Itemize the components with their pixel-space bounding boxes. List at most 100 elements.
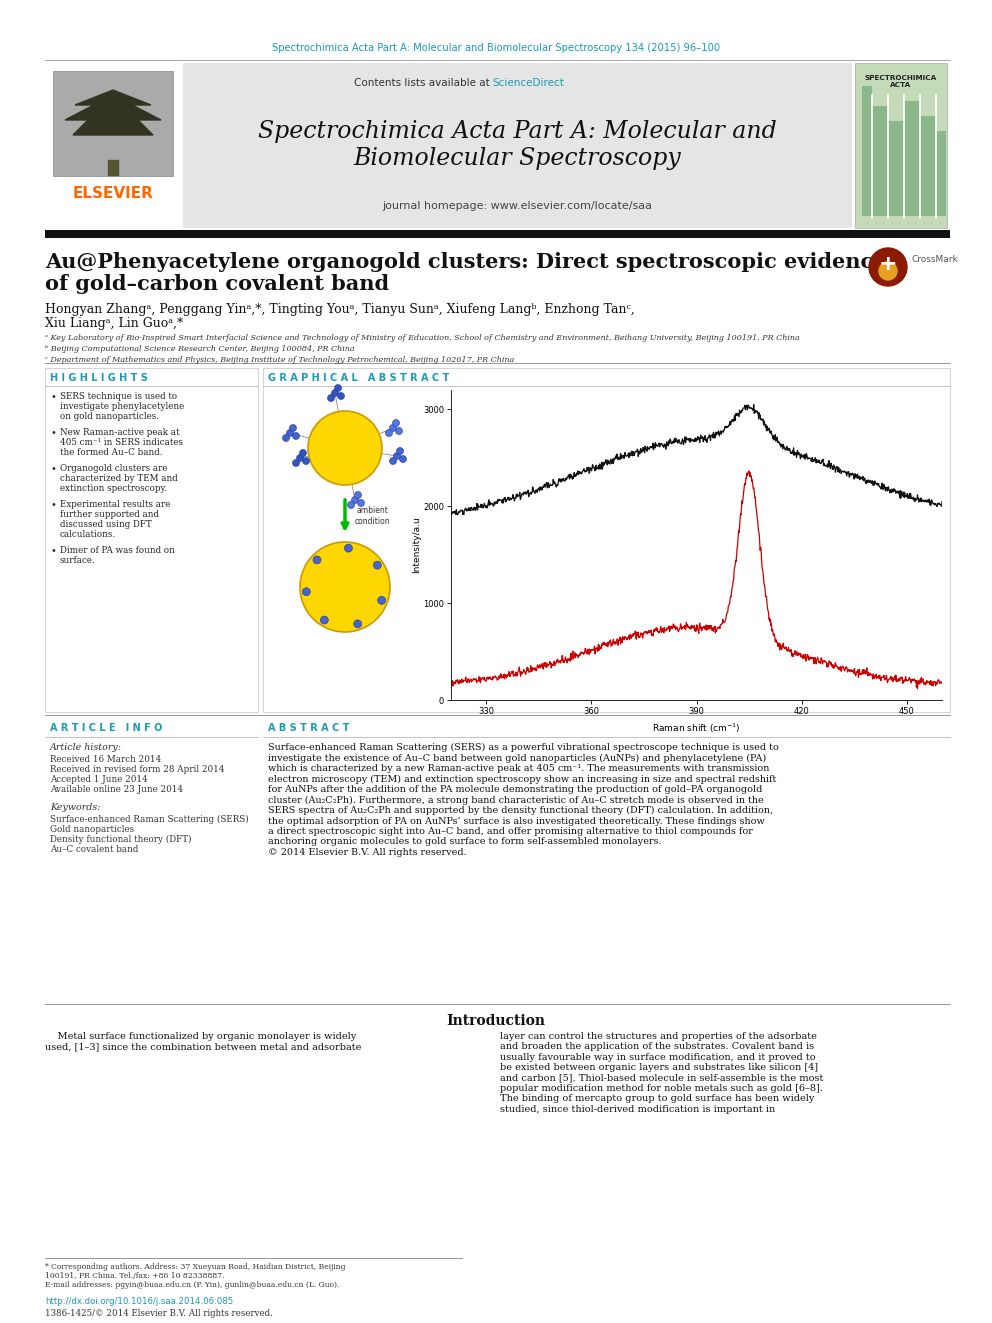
Bar (53, 71, 173, 176)
Text: Hongyan Zhangᵃ, Penggang Yinᵃ,*, Tingting Youᵃ, Tianyu Sunᵃ, Xiufeng Langᵇ, Enzh: Hongyan Zhangᵃ, Penggang Yinᵃ,*, Tingtin… (45, 303, 635, 316)
Circle shape (357, 500, 364, 507)
Text: journal homepage: www.elsevier.com/locate/saa: journal homepage: www.elsevier.com/locat… (383, 201, 653, 210)
Bar (872, 106, 888, 216)
Text: Available online 23 June 2014: Available online 23 June 2014 (50, 785, 184, 794)
Text: A B S T R A C T: A B S T R A C T (268, 722, 349, 733)
Circle shape (390, 458, 397, 464)
Circle shape (347, 501, 354, 508)
Bar (45, 64, 852, 228)
Text: ᶜ Department of Mathematics and Physics, Beijing Institute of Technology Petroch: ᶜ Department of Mathematics and Physics,… (45, 356, 514, 364)
Text: ambient
condition: ambient condition (355, 507, 391, 525)
Bar (45, 368, 258, 712)
Text: New Raman-active peak at: New Raman-active peak at (60, 429, 180, 437)
Text: Surface-enhanced Raman Scattering (SERS): Surface-enhanced Raman Scattering (SERS) (50, 815, 249, 824)
Circle shape (400, 455, 407, 463)
Bar (888, 120, 904, 216)
Circle shape (337, 393, 344, 400)
Text: Spectrochimica Acta Part A: Molecular and Biomolecular Spectroscopy 134 (2015) 9: Spectrochimica Acta Part A: Molecular an… (272, 44, 720, 53)
Text: Dimer of PA was found on: Dimer of PA was found on (60, 546, 175, 556)
Circle shape (394, 452, 401, 459)
X-axis label: Raman shift (cm$^{-1}$): Raman shift (cm$^{-1}$) (652, 721, 741, 734)
Circle shape (879, 262, 897, 280)
Text: investigate phenylacetylene: investigate phenylacetylene (60, 402, 185, 411)
Text: discussed using DFT: discussed using DFT (60, 520, 152, 529)
Circle shape (378, 597, 386, 605)
Text: layer can control the structures and properties of the adsorbate
and broaden the: layer can control the structures and pro… (500, 1032, 823, 1114)
Circle shape (287, 430, 294, 437)
Text: ᵇ Beijing Computational Science Research Center, Beijing 100084, PR China: ᵇ Beijing Computational Science Research… (45, 345, 354, 353)
Text: Contents lists available at: Contents lists available at (353, 78, 492, 89)
Circle shape (303, 587, 310, 595)
Text: Metal surface functionalized by organic monolayer is widely
used, [1–3] since th: Metal surface functionalized by organic … (45, 1032, 361, 1052)
Circle shape (351, 496, 358, 504)
Bar (920, 116, 936, 216)
Circle shape (393, 419, 400, 426)
Text: SERS technique is used to: SERS technique is used to (60, 392, 178, 401)
Bar (855, 64, 947, 228)
Text: Introduction: Introduction (446, 1013, 546, 1028)
Circle shape (293, 433, 300, 439)
Text: Experimental results are: Experimental results are (60, 500, 171, 509)
Circle shape (354, 492, 361, 499)
Text: G R A P H I C A L   A B S T R A C T: G R A P H I C A L A B S T R A C T (268, 373, 449, 382)
Text: * Corresponding authors. Address: 37 Xueyuan Road, Haidian District, Beijing: * Corresponding authors. Address: 37 Xue… (45, 1263, 345, 1271)
Bar (263, 368, 950, 712)
Text: the formed Au–C band.: the formed Au–C band. (60, 448, 163, 456)
Polygon shape (73, 95, 153, 135)
Circle shape (293, 459, 300, 467)
Bar (904, 101, 920, 216)
Text: on gold nanoparticles.: on gold nanoparticles. (60, 411, 159, 421)
Text: Density functional theory (DFT): Density functional theory (DFT) (50, 835, 191, 844)
Text: http://dx.doi.org/10.1016/j.saa.2014.06.085: http://dx.doi.org/10.1016/j.saa.2014.06.… (45, 1297, 233, 1306)
Circle shape (331, 389, 338, 397)
Bar (45, 230, 950, 238)
Text: CrossMark: CrossMark (911, 254, 957, 263)
Text: characterized by TEM and: characterized by TEM and (60, 474, 178, 483)
Text: of gold–carbon covalent band: of gold–carbon covalent band (45, 274, 389, 294)
Text: Spectrochimica Acta Part A: Molecular and
Biomolecular Spectroscopy: Spectrochimica Acta Part A: Molecular an… (258, 120, 777, 169)
Bar (862, 86, 872, 216)
Circle shape (334, 385, 341, 392)
Circle shape (312, 556, 321, 564)
Text: 100191, PR China. Tel./fax: +86 10 82338887.: 100191, PR China. Tel./fax: +86 10 82338… (45, 1271, 224, 1279)
Text: Accepted 1 June 2014: Accepted 1 June 2014 (50, 775, 148, 785)
Text: extinction spectroscopy.: extinction spectroscopy. (60, 484, 167, 493)
Text: SPECTROCHIMICA
ACTA: SPECTROCHIMICA ACTA (865, 75, 937, 89)
Text: further supported and: further supported and (60, 509, 159, 519)
Circle shape (869, 247, 907, 286)
Text: Surface-enhanced Raman Scattering (SERS) as a powerful vibrational spectroscope : Surface-enhanced Raman Scattering (SERS)… (268, 744, 779, 857)
Y-axis label: Intensity/a.u: Intensity/a.u (413, 516, 422, 573)
Text: ScienceDirect: ScienceDirect (492, 78, 564, 89)
Text: •: • (51, 392, 57, 402)
Text: •: • (51, 500, 57, 509)
Text: 1386-1425/© 2014 Elsevier B.V. All rights reserved.: 1386-1425/© 2014 Elsevier B.V. All right… (45, 1308, 273, 1318)
Text: ELSEVIER: ELSEVIER (72, 185, 154, 201)
Circle shape (327, 394, 334, 401)
Bar (936, 131, 946, 216)
Text: H I G H L I G H T S: H I G H L I G H T S (50, 373, 148, 382)
Text: Keywords:: Keywords: (50, 803, 100, 812)
Text: Received in revised form 28 April 2014: Received in revised form 28 April 2014 (50, 765, 224, 774)
Circle shape (386, 430, 393, 437)
Circle shape (290, 425, 297, 431)
Text: +: + (879, 254, 898, 274)
Polygon shape (75, 90, 151, 105)
Text: Xiu Liangᵃ, Lin Guoᵃ,*: Xiu Liangᵃ, Lin Guoᵃ,* (45, 318, 184, 329)
Text: •: • (51, 464, 57, 474)
Circle shape (300, 450, 307, 456)
Text: Au@Phenyacetylene organogold clusters: Direct spectroscopic evidence: Au@Phenyacetylene organogold clusters: D… (45, 251, 887, 273)
Circle shape (320, 617, 328, 624)
Text: Au–C covalent band: Au–C covalent band (50, 845, 138, 855)
Circle shape (397, 447, 404, 455)
Circle shape (297, 455, 304, 462)
Circle shape (303, 458, 310, 464)
Circle shape (373, 561, 381, 569)
Text: A R T I C L E   I N F O: A R T I C L E I N F O (50, 722, 163, 733)
Text: 405 cm⁻¹ in SERS indicates: 405 cm⁻¹ in SERS indicates (60, 438, 183, 447)
Polygon shape (65, 95, 161, 120)
Text: Received 16 March 2014: Received 16 March 2014 (50, 755, 162, 763)
Text: •: • (51, 429, 57, 438)
Text: calculations.: calculations. (60, 531, 116, 538)
Text: ᵃ Key Laboratory of Bio-Inspired Smart Interfacial Science and Technology of Min: ᵃ Key Laboratory of Bio-Inspired Smart I… (45, 333, 800, 343)
Circle shape (344, 544, 352, 552)
